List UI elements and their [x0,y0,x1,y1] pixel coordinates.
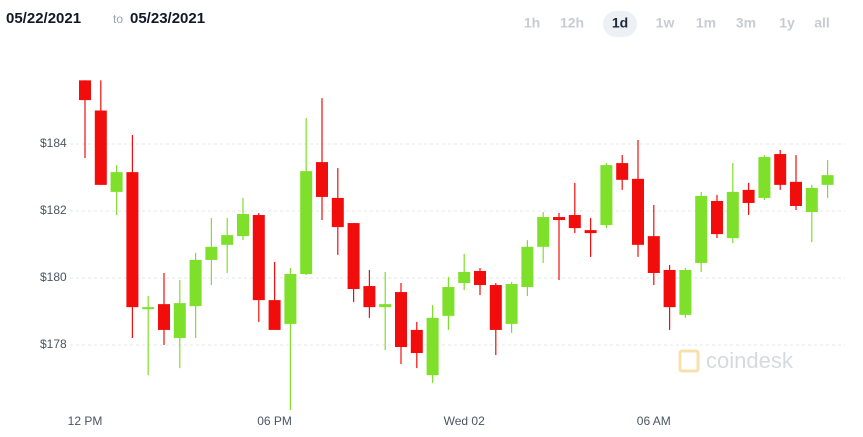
candle-body [600,165,613,226]
candle-body [647,236,660,273]
candle-body [426,317,439,376]
candle-body [663,269,676,308]
candle-body [695,195,708,263]
date-sep: to [113,12,123,26]
candle-body [142,307,155,310]
candle-body [489,285,502,330]
candle-body [821,175,834,185]
candle-body [458,271,471,284]
candle-body [505,284,518,324]
y-tick-label: $180 [40,270,67,284]
candle-body [790,181,802,206]
range-button[interactable]: 1d [612,15,628,31]
watermark-text: coindesk [706,348,794,373]
candle-body [252,215,265,301]
candle-body [126,172,139,308]
candle-body [94,110,107,185]
candle-body [568,215,581,229]
candle-body [805,187,818,213]
x-tick-label: 12 PM [68,414,103,428]
x-tick-label: Wed 02 [444,414,485,428]
candle-body [300,171,313,274]
watermark-icon [678,349,700,373]
range-button[interactable]: 3m [736,15,756,31]
candle-body [726,191,739,239]
range-button[interactable]: 12h [560,15,584,31]
candle-body [537,217,550,247]
candle-body [521,246,534,288]
date-from: 05/22/2021 [6,10,81,27]
candle-body [284,273,297,324]
candle-body [584,230,597,234]
date-to: 05/23/2021 [130,10,205,27]
candle-body [474,270,486,286]
candle-body [347,223,360,290]
range-button[interactable]: 1m [696,15,716,31]
candle-body [268,300,281,330]
candle-body [205,246,218,260]
candle-body [158,304,170,330]
range-button[interactable]: 1w [656,15,675,31]
candle-body [742,189,755,203]
candle-body [189,259,202,307]
y-tick-label: $182 [40,203,67,217]
watermark: coindesk [678,348,794,373]
candle-body [442,287,455,316]
candle-body [553,217,565,221]
candle-body [110,172,123,192]
candle-body [395,292,407,348]
range-button[interactable]: all [814,15,830,31]
x-tick-label: 06 PM [257,414,292,428]
candle-body [711,200,723,235]
candle-body [632,178,644,245]
y-tick-label: $184 [40,136,67,150]
candle-body [331,197,344,228]
candle-body [410,329,423,354]
candle-body [173,303,186,338]
candle-body [316,162,328,197]
candle-body [79,80,91,101]
y-tick-label: $178 [40,337,67,351]
candle-body [379,304,392,308]
candle-body [758,157,771,198]
x-tick-label: 06 AM [637,414,671,428]
candle-body [221,235,234,245]
candle-body [774,154,787,185]
plot: $178 $180 $182 $184 12 PM 06 PM Wed 02 06 AM [40,80,845,428]
range-button[interactable]: 1h [524,15,540,31]
range-buttons: 1h 12h 1d 1w 1m 3m 1y all [524,11,830,37]
range-active-bg [603,11,637,37]
candle-body [237,214,249,237]
candle-body [616,163,629,180]
candle-body [679,269,692,315]
candle-body [363,286,376,308]
range-button[interactable]: 1y [779,15,795,31]
